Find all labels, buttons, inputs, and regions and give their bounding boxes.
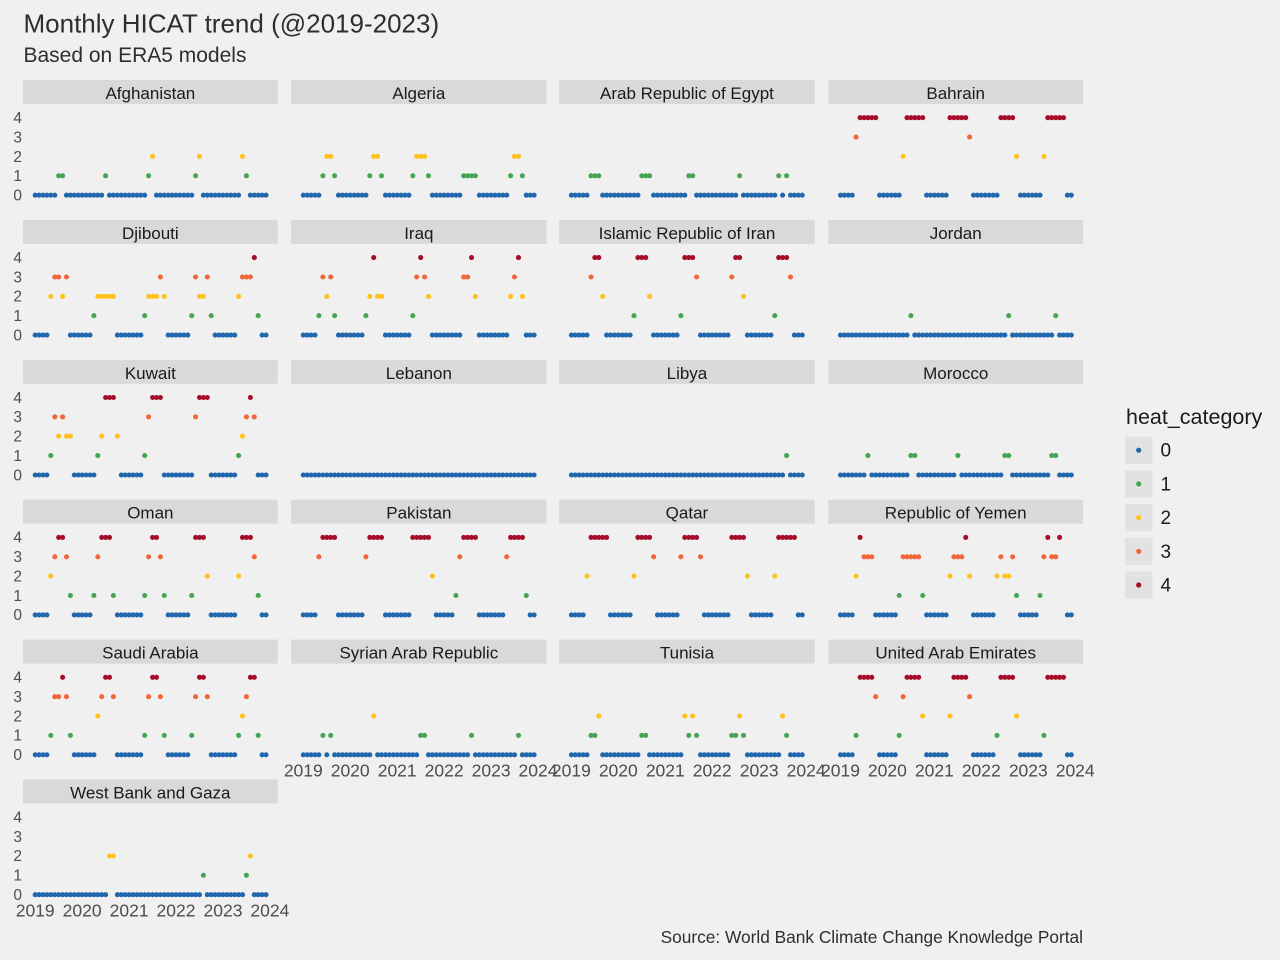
svg-text:2: 2 <box>13 848 22 865</box>
svg-text:3: 3 <box>13 269 22 286</box>
svg-text:2023: 2023 <box>1009 761 1048 781</box>
svg-text:Kuwait: Kuwait <box>125 364 176 383</box>
svg-text:Lebanon: Lebanon <box>386 364 452 383</box>
svg-text:0: 0 <box>13 327 22 344</box>
svg-text:Republic of Yemen: Republic of Yemen <box>885 504 1027 523</box>
svg-text:2: 2 <box>1161 508 1172 529</box>
svg-text:Syrian Arab Republic: Syrian Arab Republic <box>339 644 498 663</box>
svg-text:Morocco: Morocco <box>923 364 988 383</box>
svg-text:1: 1 <box>13 448 22 465</box>
svg-text:3: 3 <box>13 549 22 566</box>
svg-text:2024: 2024 <box>1056 761 1095 781</box>
svg-text:2019: 2019 <box>552 761 591 781</box>
svg-text:2: 2 <box>13 149 22 166</box>
svg-text:2024: 2024 <box>250 901 289 921</box>
svg-text:1: 1 <box>13 728 22 745</box>
svg-text:Tunisia: Tunisia <box>660 644 715 663</box>
svg-text:Islamic Republic of Iran: Islamic Republic of Iran <box>599 224 776 243</box>
svg-text:4: 4 <box>13 670 22 687</box>
svg-text:4: 4 <box>1161 576 1172 597</box>
svg-text:2: 2 <box>13 708 22 725</box>
svg-text:Iraq: Iraq <box>404 224 433 243</box>
svg-text:2019: 2019 <box>284 761 323 781</box>
svg-text:0: 0 <box>13 887 22 904</box>
svg-text:2022: 2022 <box>425 761 464 781</box>
svg-text:2021: 2021 <box>915 761 954 781</box>
svg-text:West Bank and Gaza: West Bank and Gaza <box>70 784 231 803</box>
svg-text:heat_category: heat_category <box>1126 405 1263 429</box>
svg-text:4: 4 <box>13 810 22 827</box>
svg-text:1: 1 <box>1161 474 1172 495</box>
svg-text:2020: 2020 <box>868 761 907 781</box>
svg-text:4: 4 <box>13 390 22 407</box>
svg-text:Djibouti: Djibouti <box>122 224 179 243</box>
svg-text:2022: 2022 <box>962 761 1001 781</box>
svg-text:Qatar: Qatar <box>666 504 709 523</box>
svg-text:1: 1 <box>13 588 22 605</box>
svg-text:United Arab Emirates: United Arab Emirates <box>875 644 1036 663</box>
svg-text:2020: 2020 <box>599 761 638 781</box>
svg-text:2020: 2020 <box>63 901 102 921</box>
svg-text:Bahrain: Bahrain <box>926 84 985 103</box>
svg-text:1: 1 <box>13 868 22 885</box>
svg-text:2: 2 <box>13 289 22 306</box>
svg-text:1: 1 <box>13 168 22 185</box>
svg-text:2023: 2023 <box>472 761 511 781</box>
svg-text:2021: 2021 <box>646 761 685 781</box>
svg-text:2021: 2021 <box>110 901 149 921</box>
svg-text:1: 1 <box>13 308 22 325</box>
svg-text:2019: 2019 <box>821 761 860 781</box>
svg-text:3: 3 <box>13 829 22 846</box>
svg-text:Saudi Arabia: Saudi Arabia <box>102 644 199 663</box>
svg-text:0: 0 <box>13 467 22 484</box>
svg-text:0: 0 <box>13 747 22 764</box>
svg-text:2: 2 <box>13 568 22 585</box>
svg-text:0: 0 <box>1161 441 1172 462</box>
svg-text:4: 4 <box>13 110 22 127</box>
svg-text:Libya: Libya <box>667 364 708 383</box>
svg-text:2023: 2023 <box>204 901 243 921</box>
svg-text:3: 3 <box>1161 542 1172 563</box>
svg-text:2021: 2021 <box>378 761 417 781</box>
svg-text:4: 4 <box>13 530 22 547</box>
svg-text:Oman: Oman <box>127 504 173 523</box>
svg-text:2020: 2020 <box>331 761 370 781</box>
svg-text:3: 3 <box>13 129 22 146</box>
svg-text:Source: World Bank Climate Cha: Source: World Bank Climate Change Knowle… <box>661 927 1083 947</box>
svg-text:Afghanistan: Afghanistan <box>105 84 195 103</box>
svg-text:2024: 2024 <box>519 761 558 781</box>
svg-text:Arab Republic of Egypt: Arab Republic of Egypt <box>600 84 774 103</box>
svg-text:2023: 2023 <box>740 761 779 781</box>
svg-text:4: 4 <box>13 250 22 267</box>
svg-text:3: 3 <box>13 689 22 706</box>
svg-text:Based on ERA5 models: Based on ERA5 models <box>24 44 247 67</box>
svg-text:2022: 2022 <box>693 761 732 781</box>
svg-text:2024: 2024 <box>787 761 826 781</box>
svg-text:0: 0 <box>13 188 22 205</box>
svg-text:2022: 2022 <box>157 901 196 921</box>
svg-text:Algeria: Algeria <box>392 84 445 103</box>
svg-text:0: 0 <box>13 607 22 624</box>
svg-text:3: 3 <box>13 409 22 426</box>
svg-text:Monthly HICAT trend (@2019-202: Monthly HICAT trend (@2019-2023) <box>24 9 440 39</box>
svg-text:2: 2 <box>13 429 22 446</box>
svg-text:Pakistan: Pakistan <box>386 504 451 523</box>
svg-text:Jordan: Jordan <box>930 224 982 243</box>
svg-text:2019: 2019 <box>16 901 55 921</box>
